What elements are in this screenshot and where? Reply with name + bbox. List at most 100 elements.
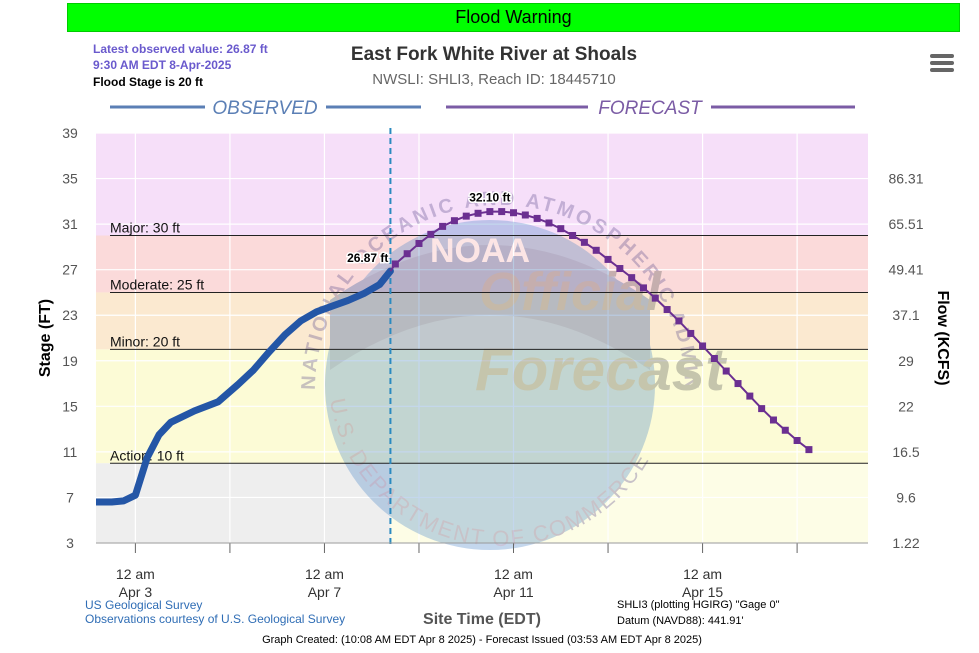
source-link[interactable]: US Geological Survey	[85, 598, 202, 612]
y-tick-label: 11	[63, 444, 78, 460]
forecast-point	[474, 209, 482, 217]
forecast-point	[722, 367, 730, 375]
flow-tick-label: 37.1	[892, 307, 919, 323]
forecast-point	[415, 239, 423, 247]
observed-label: OBSERVED	[212, 98, 318, 119]
x-tick-label-date: Apr 15	[682, 584, 723, 600]
y-tick-label: 27	[62, 262, 78, 278]
forecast-point	[557, 225, 565, 233]
y2-axis-title: Flow (KCFS)	[934, 290, 951, 385]
forecast-point	[450, 217, 458, 225]
forecast-point	[486, 208, 494, 216]
flow-tick-label: 86.31	[888, 171, 923, 187]
stage-axis-ticks: 3 7 11 15 19 23 27 31 35 39	[62, 125, 78, 551]
forecast-point	[746, 392, 754, 400]
x-tick-label-date: Apr 3	[119, 584, 153, 600]
flood-warning-banner: Flood Warning	[67, 3, 960, 32]
forecast-point	[793, 437, 801, 444]
threshold-label-minor: Minor: 20 ft	[110, 333, 180, 349]
forecast-point	[616, 265, 624, 273]
y-tick-label: 19	[62, 353, 78, 369]
flow-tick-label: 29	[898, 353, 914, 369]
band-major	[96, 235, 868, 293]
threshold-label-major: Major: 30 ft	[110, 220, 180, 236]
forecast-point	[675, 317, 683, 325]
forecast-point	[699, 342, 707, 350]
forecast-point	[439, 222, 447, 230]
x-tick-label-time: 12 am	[116, 566, 155, 582]
forecast-point	[781, 426, 789, 434]
latest-value-text: Latest observed value: 26.87 ft	[93, 42, 268, 56]
x-tick-label-time: 12 am	[494, 566, 533, 582]
x-tick-label-date: Apr 11	[493, 584, 533, 600]
hydrograph-series	[96, 208, 813, 506]
y-axis-title: Stage (FT)	[37, 299, 54, 377]
x-tick-label-time: 12 am	[305, 566, 344, 582]
forecast-peak-label: 32.10 ft	[469, 191, 510, 205]
x-axis-title: Site Time (EDT)	[423, 611, 541, 628]
flow-tick-label: 16.5	[892, 444, 919, 460]
chart-title: East Fork White River at Shoals	[351, 44, 637, 65]
flood-stage-text: Flood Stage is 20 ft	[93, 75, 203, 89]
forecast-point	[427, 230, 435, 238]
forecast-point	[663, 306, 671, 314]
datum-info: Datum (NAVD88): 441.91'	[617, 615, 744, 627]
forecast-point	[628, 274, 636, 282]
graph-created-info: Graph Created: (10:08 AM EDT Apr 8 2025)…	[262, 634, 702, 646]
forecast-point	[734, 380, 742, 388]
flow-axis-ticks: 86.31 65.51 49.41 37.1 29 22 16.5 9.6 1.22	[888, 171, 923, 551]
y-tick-label: 23	[62, 307, 78, 323]
band-moderate	[96, 292, 868, 350]
plotting-info: SHLI3 (plotting HGIRG) "Gage 0"	[617, 599, 780, 611]
flow-tick-label: 22	[898, 398, 914, 414]
forecast-point	[769, 416, 777, 424]
x-tick-label-date: Apr 7	[308, 584, 342, 600]
forecast-point	[687, 329, 695, 337]
noaa-logo-circle	[325, 220, 655, 550]
observed-latest-label: 26.87 ft	[347, 251, 388, 265]
observed-series-line	[96, 267, 394, 506]
watermark-noaa-text: NOAA	[430, 232, 530, 270]
forecast-point	[758, 405, 766, 413]
forecast-point	[533, 214, 541, 222]
forecast-point	[651, 294, 659, 302]
flow-tick-label: 65.51	[888, 216, 923, 232]
forecast-point	[510, 209, 518, 217]
y-tick-label: 15	[62, 398, 78, 414]
band-below-action-observed	[96, 463, 391, 543]
time-axis-ticks: 12 am Apr 3 12 am Apr 7 12 am Apr 11 12 am Apr …	[96, 542, 868, 600]
flow-tick-label: 1.22	[892, 535, 919, 551]
noaa-logo-bird	[330, 245, 650, 370]
forecast-point	[498, 208, 506, 216]
hamburger-menu-icon[interactable]	[930, 54, 954, 74]
observations-credit-link[interactable]: Observations courtesy of U.S. Geological…	[85, 612, 345, 626]
forecast-point	[710, 355, 718, 362]
flow-tick-label: 9.6	[896, 489, 916, 505]
forecast-point	[580, 238, 588, 246]
y-tick-label: 31	[62, 216, 78, 232]
forecast-point	[521, 211, 529, 219]
watermark-forecast: Forecast	[475, 336, 728, 403]
x-tick-label-time: 12 am	[683, 566, 722, 582]
band-above-major	[96, 133, 868, 236]
y-tick-label: 3	[66, 535, 74, 551]
forecast-point	[805, 446, 813, 454]
forecast-point	[403, 250, 411, 258]
forecast-point	[569, 232, 577, 239]
y-tick-label: 39	[62, 125, 78, 141]
forecast-point	[639, 284, 647, 292]
forecast-point	[592, 246, 600, 254]
forecast-point	[545, 219, 553, 227]
flow-tick-label: 49.41	[888, 262, 923, 278]
forecast-label: FORECAST	[598, 98, 703, 119]
latest-time-text: 9:30 AM EDT 8-Apr-2025	[93, 58, 232, 72]
peak-annotations: 26.87 ft 32.10 ft	[346, 189, 512, 267]
chart-subtitle: NWSLI: SHLI3, Reach ID: 18445710	[372, 71, 615, 88]
forecast-point	[604, 255, 612, 263]
y-tick-label: 35	[62, 171, 78, 187]
forecast-point	[462, 212, 470, 220]
threshold-label-moderate: Moderate: 25 ft	[110, 276, 204, 292]
forecast-point	[391, 260, 399, 268]
